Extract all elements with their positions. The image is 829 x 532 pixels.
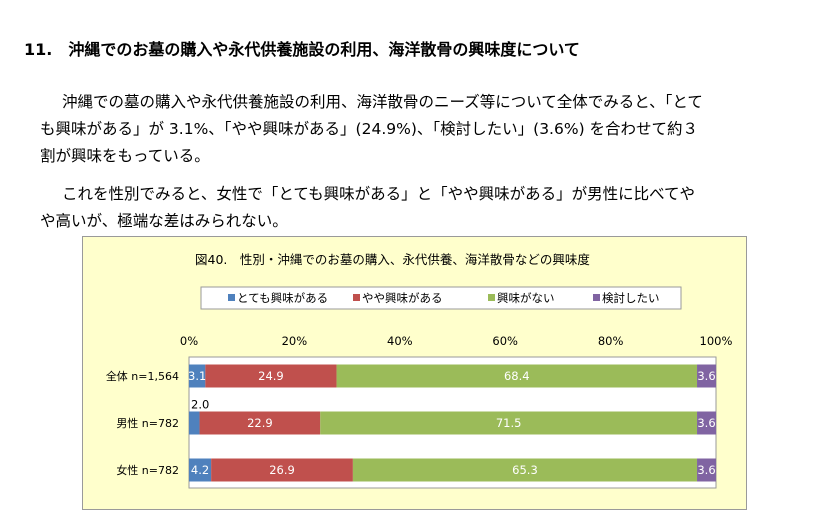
legend-swatch [593, 294, 600, 301]
bar-segment [336, 364, 698, 388]
category-labels: 全体 n=1,564 男性 n=782 女性 n=782 [106, 369, 179, 477]
bar-segment [189, 458, 212, 482]
bar-segment [189, 364, 206, 388]
x-axis-ticks: 0% 20% 40% 60% 80% 100% [180, 334, 733, 348]
bar-segment [189, 411, 200, 435]
bar-segment [352, 458, 698, 482]
bar-segment [697, 364, 716, 388]
bar-segment [697, 458, 716, 482]
data-label: 3.6 [697, 463, 715, 477]
x-tick-label: 40% [387, 334, 413, 348]
stacked-bar-chart: 図40. 性別・沖縄でのお墓の購入、永代供養、海洋散骨などの興味度 とても興味が… [106, 252, 733, 489]
data-label: 68.4 [504, 369, 530, 383]
data-label: 2.0 [191, 398, 209, 412]
bar-segment [211, 458, 353, 482]
category-label: 女性 n=782 [116, 463, 179, 477]
data-label: 3.1 [188, 369, 206, 383]
legend-swatch [353, 294, 360, 301]
x-tick-label: 20% [282, 334, 308, 348]
data-label: 3.6 [697, 369, 715, 383]
legend: とても興味がある やや興味がある 興味がない 検討したい [228, 291, 660, 305]
data-label: 24.9 [258, 369, 284, 383]
section-heading: 11. 沖縄でのお墓の購入や永代供養施設の利用、海洋散骨の興味度について [24, 40, 580, 59]
paragraph-1-line-2: も興味がある」が 3.1%、「やや興味がある」(24.9%)、「検討したい」(3… [40, 120, 699, 138]
legend-label: 検討したい [602, 291, 660, 305]
paragraph-1-line-1: 沖縄での墓の購入や永代供養施設の利用、海洋散骨のニーズ等について全体でみると、「… [62, 93, 703, 111]
data-label: 65.3 [512, 463, 538, 477]
bar-segment [320, 411, 698, 435]
data-label: 4.2 [191, 463, 209, 477]
legend-label: とても興味がある [237, 291, 328, 305]
data-label: 71.5 [496, 416, 522, 430]
bar-segment [199, 411, 321, 435]
data-label: 22.9 [247, 416, 273, 430]
bar-segment [205, 364, 337, 388]
x-tick-label: 100% [700, 334, 733, 348]
legend-label: やや興味がある [362, 291, 443, 305]
bar-segment [697, 411, 716, 435]
chart-container: 図40. 性別・沖縄でのお墓の購入、永代供養、海洋散骨などの興味度 とても興味が… [82, 236, 747, 510]
legend-label: 興味がない [497, 291, 555, 305]
legend-swatch [488, 294, 495, 301]
legend-swatch [228, 294, 235, 301]
data-label: 3.6 [697, 416, 715, 430]
paragraph-2-line-2: や高いが、極端な差はみられない。 [40, 212, 288, 230]
x-tick-label: 80% [598, 334, 624, 348]
paragraph-1-line-3: 割が興味をもっている。 [40, 147, 210, 165]
category-label: 全体 n=1,564 [106, 369, 179, 383]
x-tick-label: 0% [180, 334, 198, 348]
bars: 3.1 24.9 68.4 3.6 2.0 22.9 71.5 3.6 4.2 26.9 65.3 3… [188, 364, 716, 482]
paragraph-2-line-1: これを性別でみると、女性で「とても興味がある」と「やや興味がある」が男性に比べて… [62, 185, 696, 203]
x-tick-label: 60% [492, 334, 518, 348]
legend-box [200, 286, 682, 310]
data-label: 26.9 [269, 463, 295, 477]
chart-title: 図40. 性別・沖縄でのお墓の購入、永代供養、海洋散骨などの興味度 [195, 252, 590, 267]
category-label: 男性 n=782 [116, 416, 179, 430]
